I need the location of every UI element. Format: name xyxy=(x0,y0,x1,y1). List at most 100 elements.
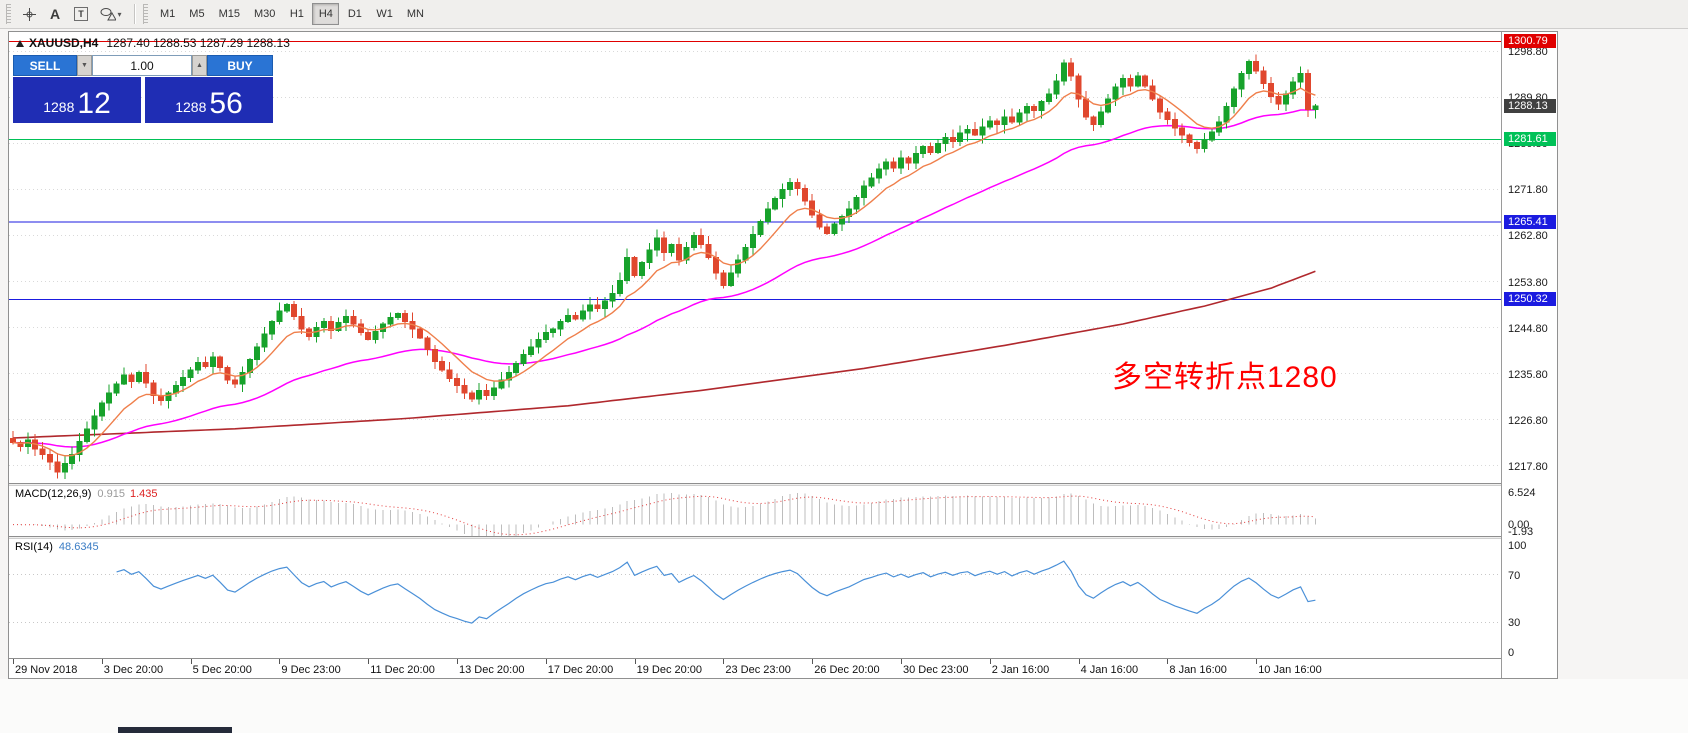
time-tick xyxy=(190,659,192,664)
tf-button-m1[interactable]: M1 xyxy=(160,8,176,20)
volume-field xyxy=(92,55,192,76)
bottom-strip xyxy=(0,679,1688,733)
rsi-chart-svg[interactable] xyxy=(9,539,1501,658)
text-label-icon: T xyxy=(74,7,88,21)
buy-button[interactable]: BUY xyxy=(207,55,273,76)
toolbar-separator xyxy=(134,4,135,24)
time-tick xyxy=(457,659,458,664)
panel-divider-macd[interactable] xyxy=(9,483,1557,486)
text-tool-icon: A xyxy=(49,6,61,22)
shapes-tool-button[interactable]: ▾ xyxy=(94,3,128,25)
time-axis[interactable]: 29 Nov 2018 3 Dec 20:00 5 Dec 20:00 9 Dec 2… xyxy=(9,658,1557,678)
ask-price-big-digits: 56 xyxy=(209,87,243,120)
text-label-tool-button[interactable]: T xyxy=(68,3,94,25)
time-label: 26 Dec 20:00 xyxy=(814,664,880,676)
macd-name: MACD(12,26,9) xyxy=(15,488,92,500)
macd-scale-label: 6.524 xyxy=(1508,487,1536,499)
text-tool-button[interactable]: A xyxy=(42,3,68,25)
time-label: 9 Dec 23:00 xyxy=(281,664,341,676)
toolbar: A T ▾ M1 M5 M15 M30 H1 H4 D1 W1 MN xyxy=(0,0,1688,29)
tf-button-mn[interactable]: MN xyxy=(406,8,424,20)
tf-button-d1[interactable]: D1 xyxy=(347,8,362,20)
time-label: 4 Jan 16:00 xyxy=(1080,664,1139,676)
time-tick xyxy=(989,659,991,664)
rsi-value: 48.6345 xyxy=(58,541,99,553)
time-tick xyxy=(1078,659,1080,664)
rsi-scale-label: 70 xyxy=(1508,569,1521,582)
macd-scale-label: 0.00 xyxy=(1508,518,1530,531)
ask-price-main: 1288 xyxy=(175,99,207,115)
macd-scale-label: -1.93 xyxy=(1508,526,1534,538)
chevron-down-icon: ▾ xyxy=(117,9,122,19)
time-label: 19 Dec 20:00 xyxy=(636,664,703,676)
sell-button[interactable]: SELL xyxy=(13,55,77,76)
tf-button-m5[interactable]: M5 xyxy=(189,8,205,20)
macd-value-signal: 1.435 xyxy=(129,488,158,500)
bid-price-big-digits: 12 xyxy=(77,87,111,120)
price-badge-1265.41: 1265.41 xyxy=(1504,215,1556,230)
price-scale[interactable]: 1298.801289.801280.801271.801262.801253.… xyxy=(1501,32,1557,678)
rsi-scale-label: 30 xyxy=(1508,617,1521,630)
price-label: 1235.80 xyxy=(1508,368,1548,381)
symbol-label: XAUUSD,H4 xyxy=(29,36,99,50)
time-label: 29 Nov 2018 xyxy=(15,664,78,676)
price-label: 1217.80 xyxy=(1508,460,1548,473)
rsi-panel[interactable] xyxy=(9,539,1501,658)
time-tick xyxy=(279,659,281,664)
time-label: 30 Dec 23:00 xyxy=(903,664,969,676)
time-tick xyxy=(13,659,14,664)
time-label: 17 Dec 20:00 xyxy=(547,664,614,676)
ohlc-header: XAUUSD,H4 1287.40 1288.53 1287.29 1288.1… xyxy=(16,36,290,50)
chart-window: XAUUSD,H4 1287.40 1288.53 1287.29 1288.1… xyxy=(8,31,1558,679)
tf-button-h4[interactable]: H4 xyxy=(312,3,340,25)
macd-panel[interactable] xyxy=(9,486,1501,536)
toolbar-grip-2[interactable] xyxy=(143,4,148,24)
volume-increase-button[interactable]: ▲ xyxy=(192,55,207,76)
ask-price-box[interactable]: 1288 56 xyxy=(145,77,273,123)
volume-input[interactable] xyxy=(93,56,191,75)
time-label: 8 Jan 16:00 xyxy=(1169,664,1227,676)
bid-price-box[interactable]: 1288 12 xyxy=(13,77,141,123)
shapes-icon xyxy=(100,7,117,21)
price-label: 1244.80 xyxy=(1508,322,1548,335)
toolbar-grip[interactable] xyxy=(6,4,11,24)
tf-button-h1[interactable]: H1 xyxy=(289,8,304,20)
time-label: 23 Dec 23:00 xyxy=(725,664,791,676)
time-tick xyxy=(901,659,902,664)
time-label: 13 Dec 20:00 xyxy=(459,664,525,676)
price-badge-1281.61: 1281.61 xyxy=(1504,132,1556,147)
time-tick xyxy=(812,659,814,664)
price-label: 1298.80 xyxy=(1508,46,1548,59)
crosshair-tool-button[interactable] xyxy=(16,3,42,25)
macd-value-main: 0.915 xyxy=(97,488,125,500)
price-badge-1300.79: 1300.79 xyxy=(1504,34,1556,49)
time-tick xyxy=(634,659,636,664)
time-label: 5 Dec 20:00 xyxy=(192,664,252,676)
time-label: 10 Jan 16:00 xyxy=(1258,664,1322,676)
panel-divider-rsi[interactable] xyxy=(9,536,1557,539)
tf-button-m30[interactable]: M30 xyxy=(253,8,276,20)
one-click-trading-panel: SELL ▼ ▲ BUY 1288 12 1288 56 xyxy=(13,55,273,123)
time-label: 11 Dec 20:00 xyxy=(370,664,435,676)
time-label: 3 Dec 20:00 xyxy=(103,664,164,676)
time-tick xyxy=(545,659,547,664)
time-tick xyxy=(1256,659,1258,664)
bottom-edge-fragment xyxy=(118,727,232,733)
annotation-text: 多空转折点1280 xyxy=(1112,361,1338,394)
crosshair-icon xyxy=(22,7,37,22)
volume-decrease-button[interactable]: ▼ xyxy=(77,55,92,76)
time-tick xyxy=(1167,659,1169,664)
macd-label: MACD(12,26,9) 0.915 1.435 xyxy=(15,488,157,500)
price-chart-area[interactable] xyxy=(9,32,1501,483)
rsi-scale-label: 100 xyxy=(1508,540,1527,552)
rsi-name: RSI(14) xyxy=(15,541,53,553)
tf-button-w1[interactable]: W1 xyxy=(376,8,393,20)
rsi-scale-label: 0 xyxy=(1508,647,1515,659)
price-label: 1271.80 xyxy=(1508,184,1548,197)
tf-button-m15[interactable]: M15 xyxy=(218,8,240,20)
timeframe-toolbar: M1 M5 M15 M30 H1 H4 D1 W1 MN xyxy=(153,3,431,25)
macd-chart-svg[interactable] xyxy=(9,486,1501,536)
price-chart-svg[interactable] xyxy=(9,32,1501,483)
time-tick xyxy=(368,659,370,664)
